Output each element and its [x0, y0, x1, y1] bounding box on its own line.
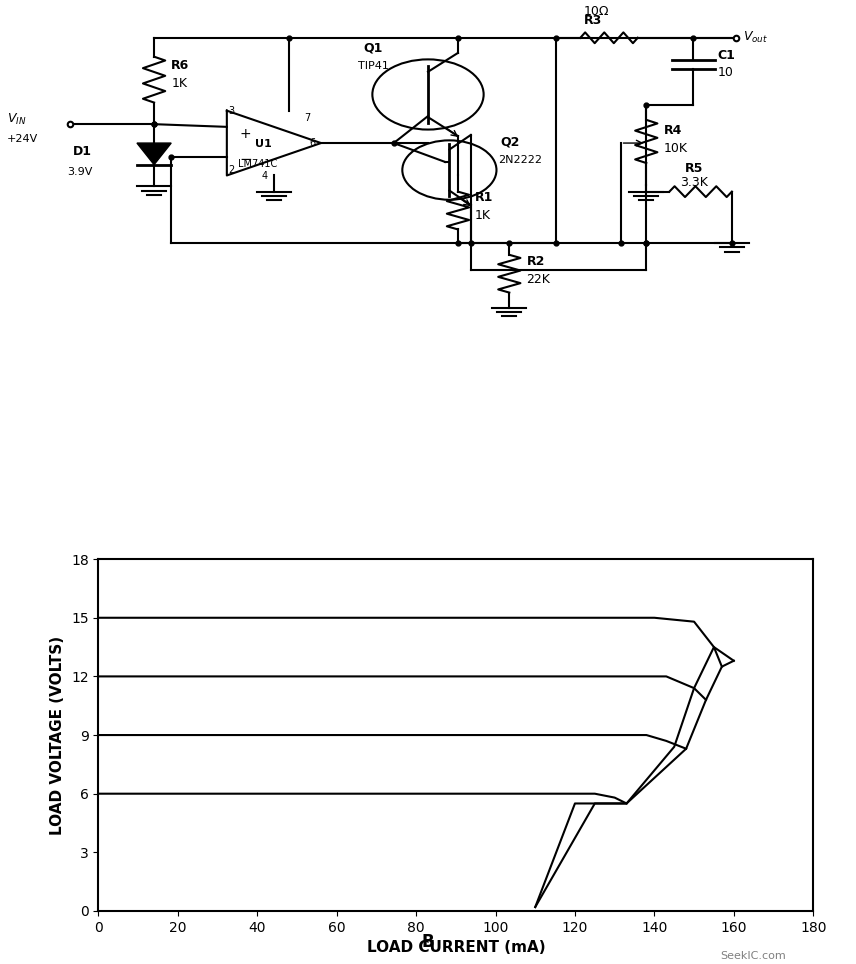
Text: R6: R6 — [171, 59, 189, 72]
X-axis label: LOAD CURRENT (mA): LOAD CURRENT (mA) — [366, 940, 545, 955]
Text: 2: 2 — [229, 165, 235, 174]
Text: 1K: 1K — [171, 77, 187, 91]
Text: D1: D1 — [73, 146, 92, 158]
Text: 3.3K: 3.3K — [681, 176, 709, 189]
Text: Q1: Q1 — [364, 41, 383, 54]
Y-axis label: LOAD VOLTAGE (VOLTS): LOAD VOLTAGE (VOLTS) — [51, 635, 65, 835]
Text: R3: R3 — [584, 14, 602, 27]
Text: $V_{out}$: $V_{out}$ — [743, 30, 768, 45]
Polygon shape — [137, 143, 171, 165]
Text: 10K: 10K — [663, 143, 687, 155]
Text: TIP41: TIP41 — [358, 61, 389, 71]
Text: R4: R4 — [663, 124, 681, 137]
Text: 10: 10 — [717, 66, 734, 79]
Text: R2: R2 — [526, 254, 544, 268]
Text: 2N2222: 2N2222 — [498, 155, 542, 165]
Text: $V_{IN}$: $V_{IN}$ — [7, 112, 27, 127]
Text: 3.9V: 3.9V — [67, 168, 92, 177]
Text: 6: 6 — [310, 138, 316, 147]
Text: 4: 4 — [261, 172, 267, 181]
Text: R5: R5 — [685, 162, 703, 174]
Text: R1: R1 — [475, 191, 493, 203]
Text: 1K: 1K — [475, 208, 491, 222]
Text: 3: 3 — [229, 106, 235, 117]
Text: 7: 7 — [304, 114, 310, 123]
Text: U1: U1 — [255, 139, 272, 148]
Text: C1: C1 — [717, 49, 735, 63]
Text: −: − — [240, 151, 253, 167]
Text: LM741C: LM741C — [238, 159, 277, 170]
Text: 10Ω: 10Ω — [584, 5, 609, 18]
Text: Q2: Q2 — [501, 136, 520, 148]
Text: B: B — [422, 932, 434, 951]
Text: +: + — [240, 127, 252, 141]
Text: +24V: +24V — [7, 134, 39, 145]
Text: SeekIC.com: SeekIC.com — [721, 951, 786, 961]
Text: 22K: 22K — [526, 274, 550, 286]
